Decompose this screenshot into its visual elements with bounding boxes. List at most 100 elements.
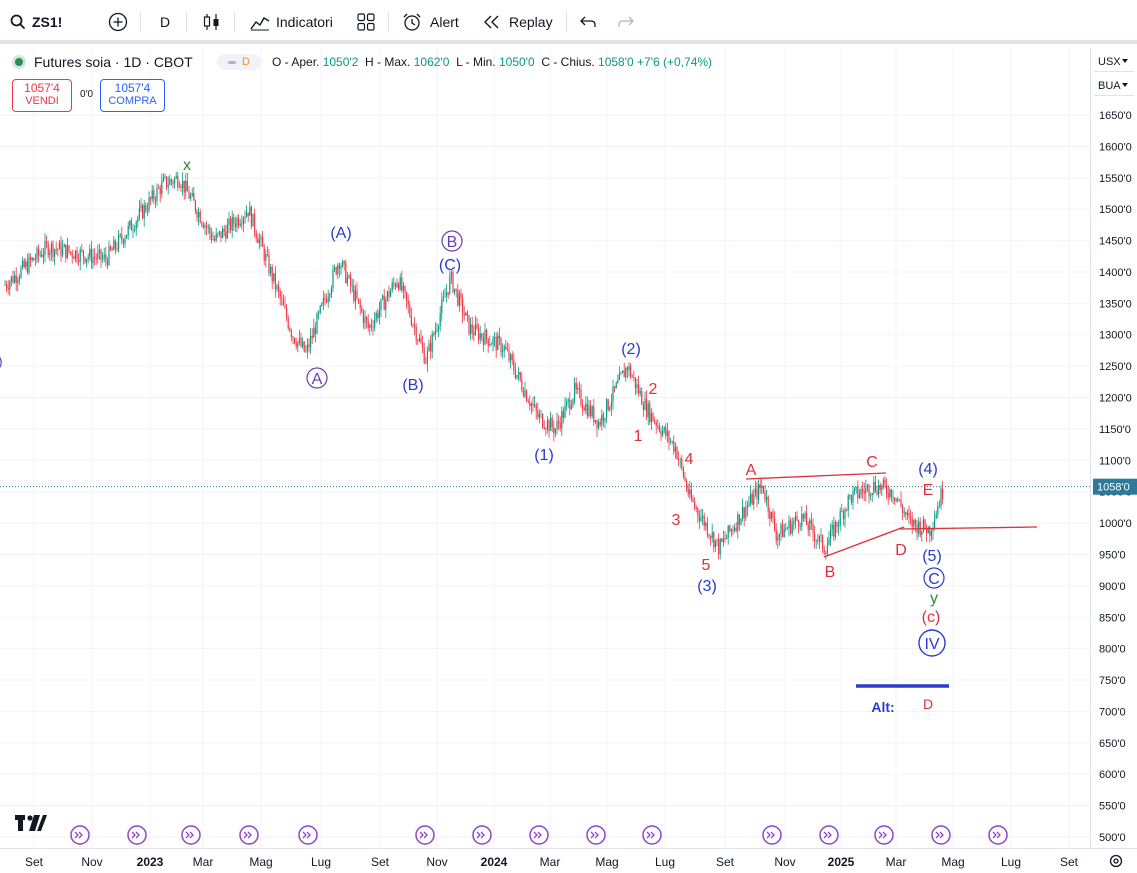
candle-body: [607, 399, 609, 410]
candle-body: [799, 525, 801, 527]
candle-body: [20, 267, 22, 278]
candle-body: [486, 329, 488, 339]
event-marker-icon[interactable]: [931, 825, 951, 845]
price-tick-label: 1600'0: [1099, 141, 1132, 153]
candle-body: [409, 305, 411, 316]
candle-body: [828, 539, 830, 546]
settings-button[interactable]: [1108, 853, 1124, 873]
replay-button[interactable]: Replay: [483, 0, 553, 44]
event-marker-icon[interactable]: [70, 825, 90, 845]
candle-body: [242, 218, 244, 224]
event-marker-icon[interactable]: [529, 825, 549, 845]
sell-button[interactable]: 1057'4 VENDI: [12, 79, 72, 112]
templates-button[interactable]: [357, 0, 375, 44]
candle-body: [18, 277, 20, 281]
candle-body: [537, 410, 539, 418]
indicators-button[interactable]: Indicatori: [250, 0, 333, 44]
candle-body: [268, 254, 270, 274]
toolbar-divider: [388, 12, 389, 32]
market-status-icon: [12, 55, 26, 69]
candle-body: [282, 299, 284, 306]
event-marker-icon[interactable]: [239, 825, 259, 845]
candle-body: [60, 242, 62, 256]
candle-body: [871, 492, 873, 496]
candle-body: [484, 329, 486, 345]
candle-body: [65, 244, 67, 259]
event-marker-icon[interactable]: [988, 825, 1008, 845]
event-marker-icon[interactable]: [642, 825, 662, 845]
event-marker-icon[interactable]: [819, 825, 839, 845]
indicators-label: Indicatori: [276, 14, 333, 30]
candle-body: [369, 324, 371, 328]
candle-body: [412, 324, 414, 326]
tradingview-logo[interactable]: [15, 815, 47, 838]
event-marker-icon[interactable]: [415, 825, 435, 845]
candle-body: [391, 282, 393, 291]
time-axis[interactable]: Set Nov 2023 Mar Mag Lug Set Nov 2024 Mar Mag Lug Se…: [0, 848, 1137, 873]
time-tick-label: 2024: [481, 855, 508, 869]
candle-body: [185, 180, 187, 193]
compare-button[interactable]: [108, 0, 128, 44]
candle-body: [54, 249, 56, 257]
candle-body: [169, 179, 171, 185]
candle-body: [118, 235, 120, 250]
event-marker-icon[interactable]: [298, 825, 318, 845]
currency-select[interactable]: USX: [1094, 52, 1134, 72]
candle-body: [612, 386, 614, 402]
candle-body: [658, 425, 660, 432]
candle-body: [742, 507, 744, 519]
candle-body: [535, 404, 537, 411]
candle-body: [193, 193, 195, 201]
candle-body: [318, 312, 320, 314]
candle-body: [881, 485, 883, 491]
buy-button[interactable]: 1057'4 COMPRA: [100, 79, 165, 112]
event-marker-icon[interactable]: [127, 825, 147, 845]
data-delay-badge[interactable]: D: [217, 54, 261, 70]
candle-body: [15, 275, 17, 283]
alert-button[interactable]: Alert: [402, 0, 459, 44]
candle-body: [334, 267, 336, 270]
candle-body: [554, 429, 556, 434]
candle-body: [878, 485, 880, 495]
candle-body: [9, 282, 11, 290]
candle-body: [207, 226, 209, 228]
candle-body: [417, 340, 419, 342]
redo-button[interactable]: [618, 0, 634, 44]
candle-body: [684, 476, 686, 481]
symbol-search[interactable]: ZS1!: [10, 0, 62, 44]
candle-body: [308, 344, 310, 348]
time-tick-label: Nov: [81, 855, 102, 869]
candle-body: [578, 388, 580, 390]
symbol-legend[interactable]: Futures soia · 1D · CBOT: [12, 52, 193, 72]
candle-body: [474, 324, 476, 336]
candle-body: [740, 518, 742, 525]
candle-body: [425, 362, 427, 364]
candle-body: [508, 350, 510, 361]
candle-body: [758, 484, 760, 500]
unit-select[interactable]: BUA: [1094, 76, 1134, 96]
candle-body: [178, 186, 180, 188]
candle-body: [646, 398, 648, 418]
chart-type-button[interactable]: [203, 0, 221, 44]
event-marker-icon[interactable]: [472, 825, 492, 845]
candle-body: [678, 459, 680, 460]
event-marker-icon[interactable]: [181, 825, 201, 845]
event-marker-icon[interactable]: [874, 825, 894, 845]
wave-4-paren-label: (4): [918, 461, 938, 478]
price-axis[interactable]: 1650'0 1600'0 1550'0 1500'0 1450'0 1400'0 1350…: [1090, 48, 1137, 848]
candle-body: [580, 389, 582, 406]
candle-body: [66, 245, 68, 259]
wave-A-circle: [306, 367, 328, 389]
candle-body: [724, 538, 726, 540]
candle-body: [834, 522, 836, 537]
wave-C-circled-label: C: [928, 571, 940, 588]
wave-B-circle: [441, 230, 463, 252]
price-chart[interactable]: x (A) B (C) A (B) (1) (2) (3) (4) (5) 1 …: [0, 48, 1090, 848]
event-marker-icon[interactable]: [586, 825, 606, 845]
candle-body: [394, 284, 396, 287]
undo-button[interactable]: [580, 0, 596, 44]
interval-button[interactable]: D: [160, 0, 170, 44]
event-marker-icon[interactable]: [762, 825, 782, 845]
candle-body: [119, 234, 121, 236]
candle-body: [703, 515, 705, 526]
